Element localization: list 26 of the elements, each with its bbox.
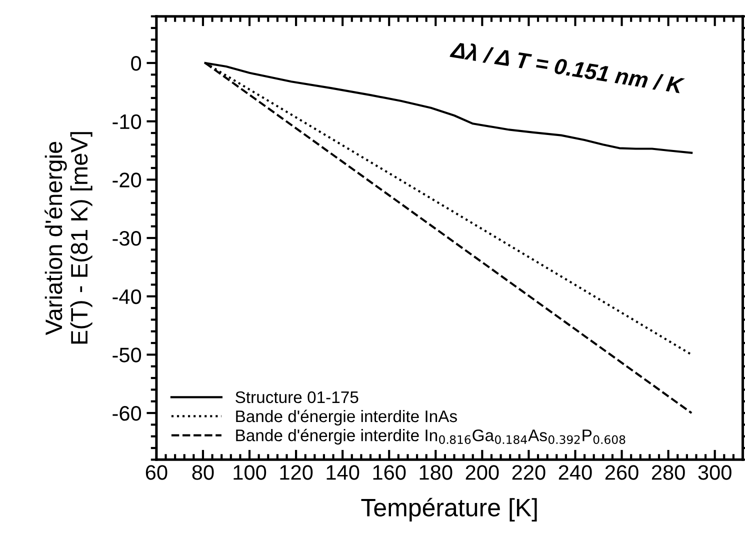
y-tick-label: -10 bbox=[112, 114, 142, 130]
legend-label: Structure 01-175 bbox=[236, 391, 358, 404]
y-tick-label: -40 bbox=[112, 289, 142, 304]
x-tick-label: 60 bbox=[146, 465, 168, 480]
x-tick-label: 280 bbox=[652, 465, 685, 480]
x-tick-label: 200 bbox=[466, 465, 499, 480]
annotation: Δλ / Δ T = 0.151 nm / K bbox=[450, 40, 686, 94]
x-axis-title: Température [K] bbox=[361, 498, 537, 522]
legend-label: Bande d'énergie interdite InAs bbox=[236, 410, 457, 426]
x-tick-label: 260 bbox=[605, 465, 638, 480]
x-tick-label: 240 bbox=[558, 465, 592, 480]
y-tick-label: -60 bbox=[112, 406, 142, 421]
y-tick-label: -30 bbox=[112, 231, 142, 246]
x-tick-label: 120 bbox=[280, 465, 313, 480]
x-tick-label: 80 bbox=[192, 465, 214, 480]
y-tick-label: -20 bbox=[112, 172, 142, 188]
legend-label: Bande d'énergie interdite In$_{0.816}$Ga$_{0.184}$As$_{0.392}$P$_{0.608}$ bbox=[236, 428, 626, 445]
y-axis-title: Variation d'énergie E(T) - E(81 K) [meV] bbox=[44, 132, 92, 344]
x-tick-label: 180 bbox=[420, 465, 452, 480]
x-tick-label: 220 bbox=[512, 465, 546, 480]
x-tick-label: 300 bbox=[698, 465, 732, 480]
y-tick-label: 0 bbox=[131, 56, 142, 71]
x-tick-label: 100 bbox=[234, 465, 266, 480]
y-tick-label: -50 bbox=[112, 348, 142, 362]
x-tick-label: 160 bbox=[373, 465, 406, 480]
x-tick-label: 140 bbox=[326, 465, 360, 480]
